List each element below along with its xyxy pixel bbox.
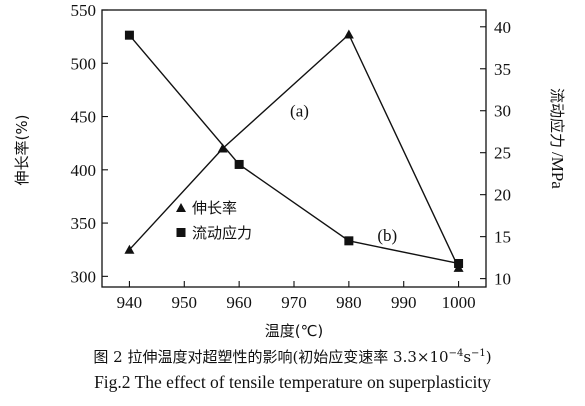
- right-axis-ticks: 10 15 20 25 30 35 40: [480, 18, 511, 289]
- plot-frame: [101, 9, 487, 288]
- chart: 300 350 400 450 500 550 10 15 20 25 30 35 40 940 950…: [13, 1, 567, 340]
- y-axis-right-label: 流动应力 /MPa: [548, 88, 567, 189]
- caption-zh-mid: s: [463, 348, 472, 366]
- left-axis-ticks: 300 350 400 450 500 550: [71, 1, 108, 286]
- bottom-axis-ticks: 940 950 960 970 980 990 1000: [117, 281, 476, 312]
- y-right-tick-label: 10: [494, 270, 511, 289]
- y-right-tick-label: 40: [494, 18, 511, 37]
- y-axis-right-label-unit: /MPa: [548, 152, 567, 189]
- y-axis-right-label-zh: 流动应力: [548, 88, 566, 148]
- figure-caption-en: Fig.2 The effect of tensile temperature …: [94, 372, 491, 392]
- legend-marker-triangle: [176, 203, 186, 212]
- data-point-triangle: [343, 29, 354, 39]
- x-tick-label: 970: [281, 293, 307, 312]
- caption-zh-suffix: ): [485, 348, 492, 366]
- x-tick-label: 950: [172, 293, 198, 312]
- y-left-tick-label: 400: [71, 161, 97, 180]
- y-left-tick-label: 300: [71, 267, 97, 286]
- data-point-triangle: [217, 143, 228, 153]
- caption-zh-exp2: −1: [471, 348, 486, 359]
- annotation-label: (a): [290, 102, 309, 121]
- x-tick-label: 1000: [442, 293, 476, 312]
- y-left-tick-label: 450: [71, 108, 97, 127]
- legend-label-elongation: 伸长率: [192, 199, 237, 217]
- y-left-tick-label: 350: [71, 214, 97, 233]
- x-tick-label: 960: [226, 293, 252, 312]
- x-tick-label: 980: [336, 293, 362, 312]
- y-axis-left-label: 伸长率(%): [13, 115, 31, 186]
- caption-zh-prefix: 图 2 拉伸温度对超塑性的影响(初始应变速率 3.3×10: [93, 348, 449, 366]
- x-tick-label: 990: [391, 293, 417, 312]
- y-right-tick-label: 20: [494, 186, 511, 205]
- y-left-tick-label: 550: [71, 1, 97, 20]
- x-axis-label: 温度(℃): [265, 322, 324, 340]
- series-line-elongation: [128, 33, 460, 269]
- y-right-tick-label: 15: [494, 228, 511, 247]
- annotations: (a) (b): [290, 102, 397, 246]
- y-right-tick-label: 30: [494, 102, 511, 121]
- legend-label-flow-stress: 流动应力: [192, 224, 252, 242]
- x-tick-label: 940: [117, 293, 143, 312]
- series-layer: [124, 29, 464, 272]
- data-point-square: [234, 159, 244, 169]
- data-point-square: [124, 30, 134, 40]
- y-right-tick-label: 35: [494, 60, 511, 79]
- data-point-square: [344, 236, 354, 246]
- legend-marker-square: [176, 228, 186, 237]
- y-left-tick-label: 500: [71, 54, 97, 73]
- data-point-square: [454, 258, 464, 268]
- annotation-label: (b): [377, 226, 397, 245]
- series-line-flow-stress: [128, 34, 459, 265]
- y-right-tick-label: 25: [494, 144, 511, 163]
- figure-caption-zh: 图 2 拉伸温度对超塑性的影响(初始应变速率 3.3×10−4s−1): [0, 346, 585, 367]
- caption-zh-exp: −4: [448, 348, 464, 359]
- data-point-triangle: [124, 244, 135, 254]
